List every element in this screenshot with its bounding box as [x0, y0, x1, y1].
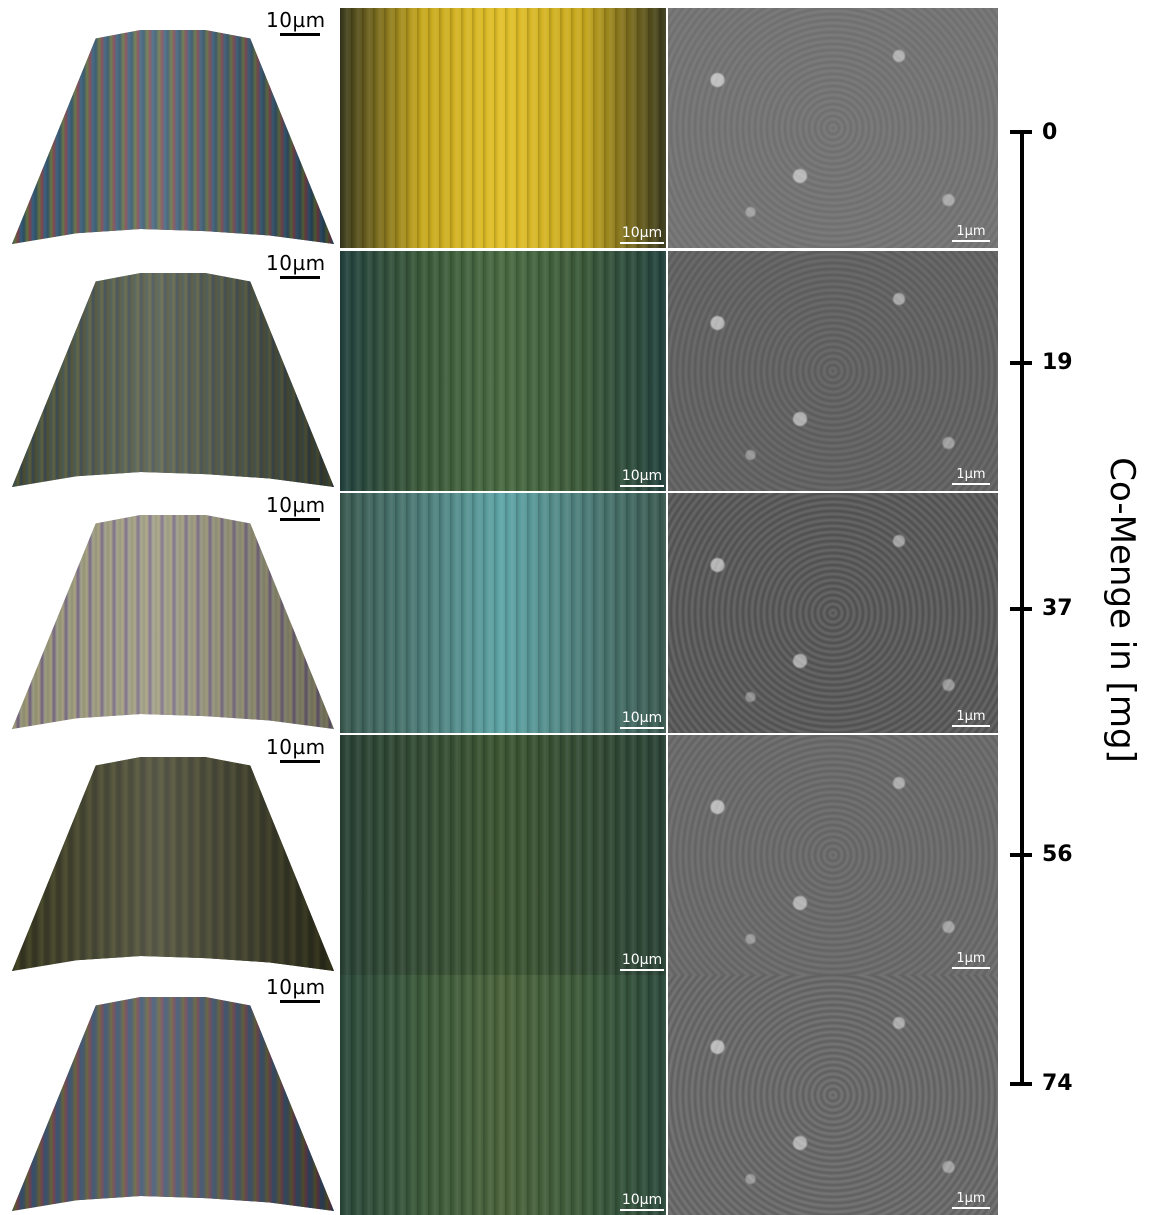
scale-bar-optical: 10µm	[620, 225, 664, 244]
axis-title: Co-Menge in [mg]	[1102, 457, 1142, 763]
scale-bar-optical: 10µm	[620, 710, 664, 729]
axis-tick	[1010, 361, 1032, 365]
scale-bar-optical: 10µm	[620, 952, 664, 971]
axis-tick-label: 37	[1042, 596, 1073, 621]
surface-3d-image	[0, 735, 340, 975]
axis-tick	[1010, 1082, 1032, 1086]
sem-micrograph: 1µm	[668, 251, 998, 491]
sample-row-5: 10µm 10µm 1µm	[0, 975, 1000, 1215]
optical-micrograph: 10µm	[340, 493, 666, 733]
optical-micrograph: 10µm	[340, 735, 666, 975]
surface-3d-image	[0, 251, 340, 491]
scale-bar-optical: 10µm	[620, 468, 664, 487]
scale-bar-3d: 10µm	[266, 493, 326, 521]
optical-micrograph: 10µm	[340, 8, 666, 248]
scale-bar-3d: 10µm	[266, 975, 326, 1003]
axis-tick-label: 19	[1042, 350, 1073, 375]
scale-bar-3d: 10µm	[266, 251, 326, 279]
optical-micrograph: 10µm	[340, 975, 666, 1215]
scale-bar-sem: 1µm	[952, 467, 990, 485]
surface-3d-image	[0, 8, 340, 248]
axis-tick-label: 56	[1042, 842, 1073, 867]
axis-tick-label: 0	[1042, 120, 1058, 145]
sem-micrograph: 1µm	[668, 735, 998, 975]
scale-bar-3d: 10µm	[266, 8, 326, 36]
optical-micrograph: 10µm	[340, 251, 666, 491]
axis-tick	[1010, 130, 1032, 134]
scale-bar-sem: 1µm	[952, 951, 990, 969]
sem-micrograph: 1µm	[668, 975, 998, 1215]
sample-row-2: 10µm 10µm 1µm	[0, 251, 1000, 491]
axis-tick	[1010, 607, 1032, 611]
sem-micrograph: 1µm	[668, 8, 998, 248]
axis-tick-label: 74	[1042, 1071, 1073, 1096]
scale-bar-sem: 1µm	[952, 709, 990, 727]
sample-row-3: 10µm 10µm 1µm	[0, 493, 1000, 733]
surface-3d-image	[0, 975, 340, 1215]
scale-bar-sem: 1µm	[952, 224, 990, 242]
surface-3d-image	[0, 493, 340, 733]
sample-row-1: 10µm 10µm 1µm	[0, 8, 1000, 248]
scale-bar-optical: 10µm	[620, 1192, 664, 1211]
sample-row-4: 10µm 10µm 1µm	[0, 735, 1000, 975]
axis-tick	[1010, 853, 1032, 857]
sem-micrograph: 1µm	[668, 493, 998, 733]
scale-bar-sem: 1µm	[952, 1191, 990, 1209]
scale-bar-3d: 10µm	[266, 735, 326, 763]
